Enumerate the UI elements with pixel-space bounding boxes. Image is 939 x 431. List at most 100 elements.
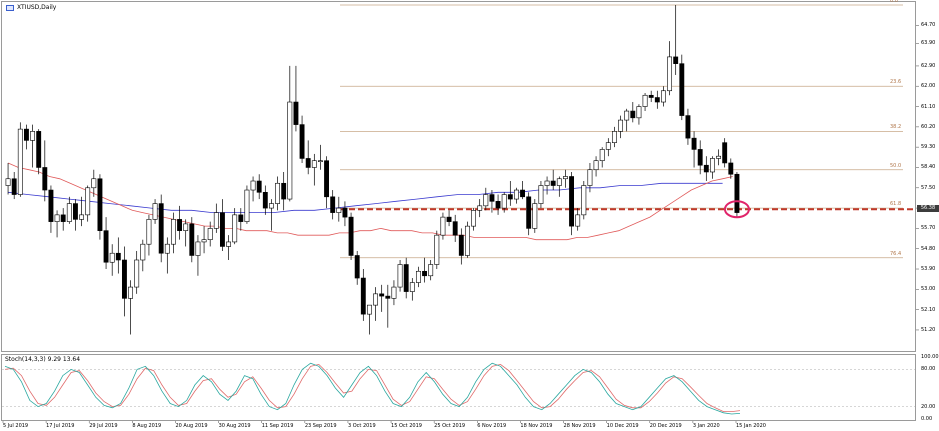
candle-body bbox=[575, 214, 581, 227]
candle-body bbox=[654, 97, 660, 103]
chart-window-icon bbox=[6, 5, 14, 11]
time-tick-label: 3 Jan 2020 bbox=[692, 423, 720, 429]
candle-body bbox=[140, 243, 146, 261]
candle-body bbox=[238, 214, 244, 222]
candle-body bbox=[232, 214, 238, 243]
candle-body bbox=[213, 212, 219, 229]
candle-body bbox=[673, 56, 679, 64]
price-tick-label: 59.30 bbox=[921, 144, 936, 151]
candle-body bbox=[605, 142, 611, 150]
candle-body bbox=[550, 180, 556, 186]
time-tick-label: 8 Aug 2019 bbox=[132, 423, 162, 429]
stochastic-title: Stoch(14,3,3) 9.29 13.64 bbox=[5, 356, 81, 363]
candle-body bbox=[636, 106, 642, 119]
candle-body bbox=[599, 149, 605, 162]
candle-body bbox=[642, 94, 648, 107]
candle-body bbox=[128, 286, 134, 299]
candle-body bbox=[42, 167, 48, 191]
candle-body bbox=[30, 131, 36, 141]
fib-label: 0.0 bbox=[890, 0, 898, 4]
candle-body bbox=[305, 158, 311, 168]
candle-body bbox=[587, 169, 593, 186]
candle-body bbox=[189, 223, 195, 256]
price-tick-label: 64.70 bbox=[921, 22, 936, 29]
time-tick-label: 11 Sep 2019 bbox=[261, 423, 294, 429]
time-tick-label: 25 Oct 2019 bbox=[434, 423, 466, 429]
price-tick-label: 54.80 bbox=[921, 245, 936, 252]
time-tick-label: 15 Oct 2019 bbox=[391, 423, 422, 429]
candle-body bbox=[66, 203, 72, 222]
candle-body bbox=[379, 293, 385, 297]
price-tick-label: 60.20 bbox=[921, 123, 936, 130]
stoch-level-label: 100.00 bbox=[921, 354, 939, 360]
candle-body bbox=[581, 185, 587, 216]
current-price-tag: 56.38 bbox=[917, 205, 939, 212]
time-tick-label: 30 Aug 2019 bbox=[218, 423, 251, 429]
time-tick-label: 29 Jul 2019 bbox=[89, 423, 118, 429]
candle-body bbox=[624, 110, 630, 121]
candle-body bbox=[611, 131, 617, 143]
candle-body bbox=[397, 264, 403, 288]
candle-body bbox=[709, 158, 715, 173]
fib-label: 61.8 bbox=[890, 201, 902, 208]
fib-label: 23.6 bbox=[890, 79, 902, 86]
candle-body bbox=[60, 214, 66, 222]
candle-body bbox=[593, 160, 599, 171]
candle-body bbox=[54, 214, 60, 222]
candle-body bbox=[226, 241, 232, 247]
candle-body bbox=[385, 295, 391, 299]
candle-body bbox=[391, 286, 397, 299]
candle-body bbox=[5, 178, 11, 186]
candle-body bbox=[219, 212, 225, 247]
candle-body bbox=[170, 219, 176, 245]
candle-body bbox=[544, 180, 550, 186]
candle-body bbox=[158, 203, 164, 254]
candle-body bbox=[703, 164, 709, 173]
time-tick-label: 15 Jan 2020 bbox=[736, 423, 766, 429]
candle-body bbox=[434, 234, 440, 265]
fib-label: 50.0 bbox=[890, 162, 902, 169]
candle-body bbox=[697, 149, 703, 166]
candle-body bbox=[115, 252, 121, 261]
time-tick-label: 10 Dec 2019 bbox=[606, 423, 639, 429]
candle-body bbox=[452, 221, 458, 236]
time-tick-label: 23 Sep 2019 bbox=[304, 423, 337, 429]
candle-body bbox=[691, 137, 697, 150]
candle-body bbox=[79, 214, 85, 220]
stochastic-panel[interactable]: Stoch(14,3,3) 9.29 13.64 bbox=[1, 354, 916, 421]
candle-body bbox=[121, 259, 127, 299]
candle-body bbox=[422, 270, 428, 277]
candle-body bbox=[409, 282, 415, 292]
stoch-level-label: 20.00 bbox=[921, 403, 936, 410]
price-tick-label: 52.10 bbox=[921, 306, 936, 313]
candle-body bbox=[262, 191, 268, 209]
candle-body bbox=[734, 173, 740, 213]
candle-body bbox=[556, 178, 562, 186]
candle-body bbox=[342, 207, 348, 218]
candle-body bbox=[489, 194, 495, 202]
time-tick-label: 5 Jul 2019 bbox=[3, 423, 29, 429]
stoch-main-line bbox=[4, 362, 741, 415]
candle-body bbox=[330, 196, 336, 213]
candle-body bbox=[501, 194, 507, 209]
candle-body bbox=[336, 207, 342, 213]
candle-body bbox=[201, 239, 207, 243]
price-tick-label: 58.40 bbox=[921, 164, 936, 171]
time-tick-label: 6 Nov 2019 bbox=[477, 423, 507, 429]
candle-body bbox=[287, 101, 293, 200]
candle-body bbox=[415, 270, 421, 283]
candle-body bbox=[183, 223, 189, 231]
candle-body bbox=[477, 205, 483, 211]
price-chart-panel[interactable]: XTIUSD,Daily bbox=[1, 1, 916, 352]
candle-body bbox=[685, 115, 691, 139]
candle-body bbox=[428, 264, 434, 277]
time-tick-label: 3 Oct 2019 bbox=[347, 423, 376, 429]
candle-body bbox=[569, 176, 575, 227]
candle-body bbox=[250, 180, 256, 191]
candle-body bbox=[507, 194, 513, 200]
candle-body bbox=[562, 176, 568, 180]
candle-body bbox=[85, 187, 91, 216]
candle-body bbox=[23, 128, 29, 141]
